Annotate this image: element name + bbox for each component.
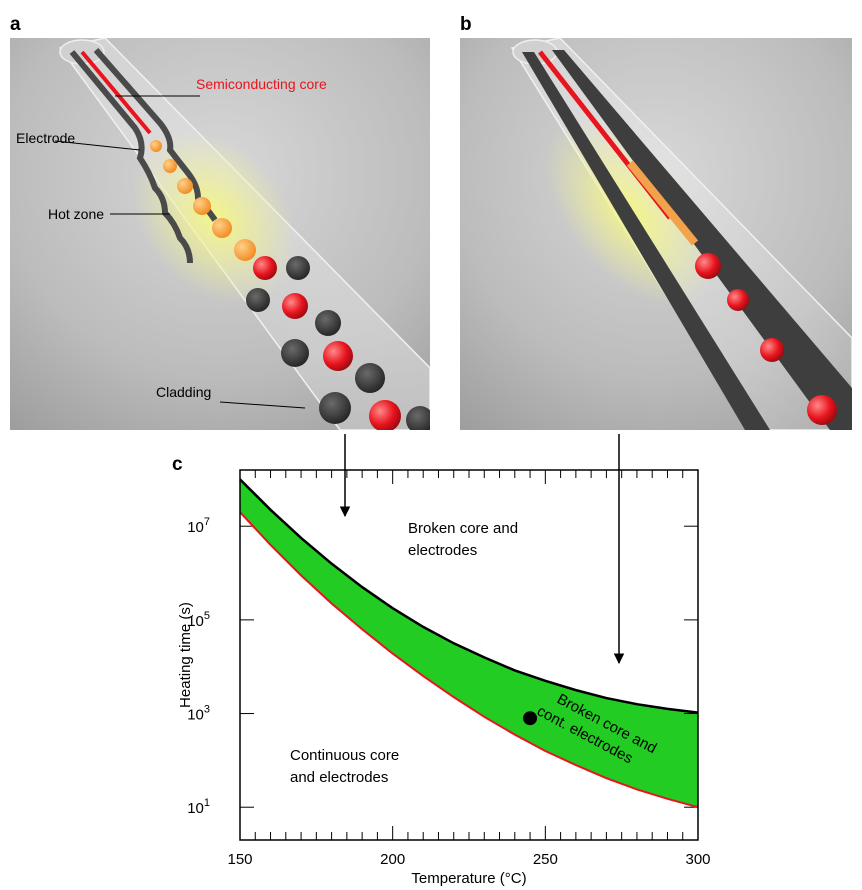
label-electrode: Electrode [16,130,76,146]
upper-boundary-line [239,478,699,714]
panel-label-b: b [460,14,472,35]
data-point [523,711,538,726]
x-tick-labels: 150 200 250 300 [227,851,710,868]
x-tick-label: 250 [533,851,558,868]
y-tick-label: 107 [187,516,210,536]
x-tick-label: 150 [227,851,252,868]
label-semiconducting-core: Semiconducting core [196,76,327,92]
panel-label-c: c [172,454,183,475]
y-tick-labels: 101 103 105 107 [187,516,210,817]
panel-label-a: a [10,14,21,35]
label-cladding: Cladding [156,384,212,400]
panel-b-render [460,38,852,430]
lower-boundary-line [239,511,699,809]
chart-band-layer [240,479,698,808]
chart-band [240,479,698,808]
plot-frame [239,469,699,841]
chart-lines-layer [239,478,699,809]
y-tick-label: 101 [187,797,210,817]
region-label-upper: Broken core and electrodes [408,520,522,559]
y-tick-label: 103 [187,704,210,724]
x-axis-label: Temperature (°C) [411,870,526,887]
x-tick-label: 200 [380,851,405,868]
y-axis-label: Heating time (s) [177,602,194,708]
region-label-lower: Continuous core and electrodes [290,747,403,786]
x-tick-label: 300 [685,851,710,868]
y-tick-label: 105 [187,610,210,630]
label-hot-zone: Hot zone [48,206,105,222]
panel-a-render [10,38,430,430]
